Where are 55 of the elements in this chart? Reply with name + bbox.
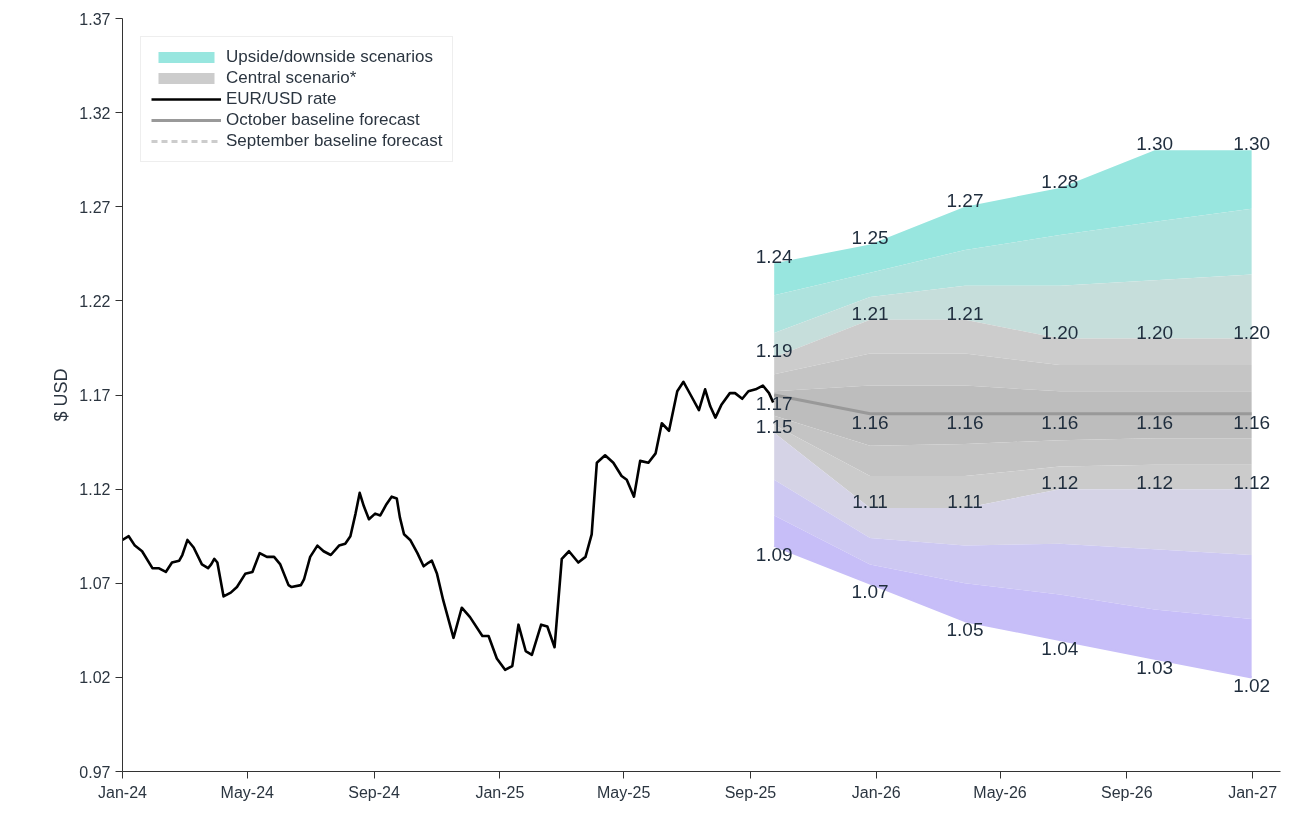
data-label: 1.03	[1136, 656, 1174, 678]
x-tick-label: May-24	[220, 783, 275, 801]
data-label: 1.11	[852, 490, 888, 512]
data-label: 1.21	[851, 302, 889, 324]
legend-label: EUR/USD rate	[226, 89, 337, 109]
data-label: 1.28	[1041, 170, 1079, 192]
legend-label: Central scenario*	[226, 68, 357, 88]
y-tick-label: 1.32	[79, 104, 111, 122]
data-label: 1.16	[946, 411, 984, 433]
x-tick-label: Jan-27	[1228, 783, 1278, 801]
y-tick-label: 1.22	[79, 292, 111, 310]
y-tick-label: 1.37	[79, 10, 111, 28]
data-label: 1.05	[946, 618, 984, 640]
y-tick-label: 1.02	[79, 669, 111, 687]
x-tick-label: May-26	[973, 783, 1027, 801]
data-label: 1.20	[1233, 321, 1271, 343]
x-tick-label: Jan-25	[475, 783, 525, 801]
data-label: 1.20	[1136, 321, 1174, 343]
data-label: 1.17	[755, 393, 793, 414]
data-label: 1.04	[1041, 637, 1079, 659]
data-label: 1.24	[755, 246, 794, 268]
legend-label: September baseline forecast	[226, 131, 443, 151]
x-tick-label: Sep-24	[348, 783, 400, 801]
data-label: 1.02	[1233, 675, 1271, 697]
data-label: 1.12	[1233, 472, 1271, 494]
x-tick-label: May-25	[596, 783, 651, 801]
x-tick-label: Sep-25	[724, 783, 777, 801]
x-tick-label: Jan-26	[851, 783, 901, 801]
data-label: 1.11	[947, 490, 983, 512]
data-label: 1.12	[1041, 472, 1079, 494]
y-tick-label: 1.17	[79, 387, 111, 404]
data-label: 1.16	[1041, 411, 1079, 433]
data-label: 1.19	[755, 340, 793, 362]
data-label: 1.07	[851, 581, 889, 603]
legend-label: Upside/downside scenarios	[226, 47, 433, 67]
data-label: 1.16	[1136, 411, 1174, 433]
data-label: 1.27	[946, 189, 984, 211]
data-label: 1.30	[1136, 133, 1174, 155]
data-label: 1.30	[1233, 133, 1271, 155]
data-label: 1.15	[755, 415, 793, 437]
legend-label: October baseline forecast	[226, 110, 420, 130]
data-label: 1.25	[851, 227, 889, 249]
x-tick-label: Jan-24	[98, 783, 148, 801]
y-tick-label: 1.12	[79, 481, 111, 499]
data-label: 1.20	[1041, 321, 1079, 343]
data-label: 1.12	[1136, 472, 1174, 494]
data-label: 1.09	[755, 543, 793, 565]
y-axis-title: $ USD	[51, 368, 72, 422]
y-tick-label: 1.07	[79, 575, 111, 593]
y-tick-label: 1.27	[79, 198, 111, 216]
y-tick-label: 0.97	[79, 763, 111, 781]
data-label: 1.16	[851, 411, 889, 433]
x-tick-label: Sep-26	[1101, 783, 1153, 801]
data-label: 1.21	[946, 302, 984, 324]
data-label: 1.16	[1233, 411, 1271, 433]
